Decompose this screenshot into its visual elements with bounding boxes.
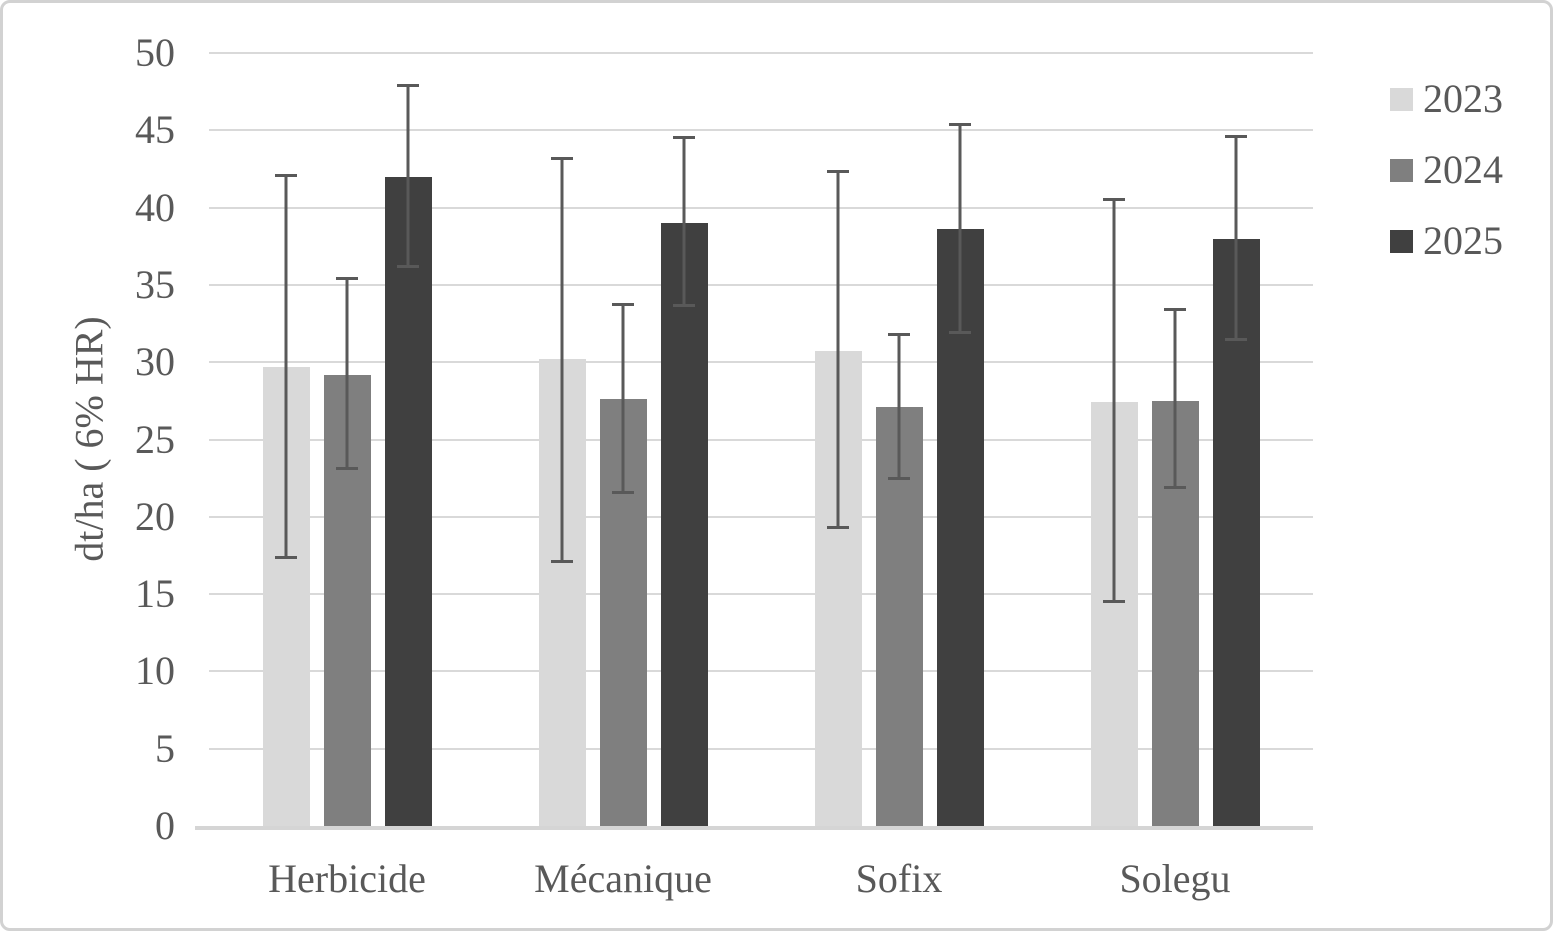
- error-bar-2024-herbicide: [336, 277, 358, 471]
- error-bar-cap-top: [949, 122, 971, 126]
- legend-swatch-2025: [1390, 229, 1413, 253]
- y-tick-label-10: 10: [135, 648, 175, 694]
- y-tick-label-20: 20: [135, 493, 175, 539]
- legend-item-2025: 2025: [1390, 218, 1503, 264]
- error-bar-cap-bottom: [1225, 337, 1247, 341]
- error-bar-2023-herbicide: [275, 173, 297, 559]
- legend-item-2024: 2024: [1390, 147, 1503, 193]
- gridline-30: [209, 361, 1313, 364]
- x-category-label-solegu: Solegu: [1119, 856, 1231, 901]
- error-bar-line: [284, 173, 288, 559]
- error-bar-line: [406, 83, 410, 268]
- legend-label-2023: 2023: [1423, 76, 1503, 121]
- error-bar-cap-top: [275, 173, 297, 177]
- error-bar-2024-solegu: [1164, 308, 1186, 489]
- gridline-50: [209, 52, 1313, 54]
- gridline-40: [209, 206, 1313, 209]
- error-bar-line: [1173, 308, 1177, 489]
- error-bar-2023-solegu: [1103, 198, 1125, 604]
- gridline-20: [209, 515, 1313, 518]
- legend-swatch-2023: [1390, 87, 1413, 111]
- gridline-10: [209, 670, 1313, 673]
- y-tick-label-40: 40: [135, 184, 175, 230]
- legend-item-2023: 2023: [1390, 76, 1503, 122]
- y-axis-tick-labels: 0 5 10 15 20 25 30 35 40 45 50: [3, 3, 1550, 928]
- y-tick-label-0: 0: [155, 803, 175, 848]
- error-bar-cap-top: [888, 332, 910, 336]
- error-bar-cap-bottom: [888, 476, 910, 480]
- error-bar-2024-sofix: [888, 332, 910, 480]
- y-tick-label-5: 5: [155, 725, 175, 771]
- error-bar-2025-herbicide: [397, 83, 419, 268]
- bar-2025-herbicide: [384, 176, 432, 826]
- y-tick-label-45: 45: [135, 107, 175, 153]
- error-bar-cap-bottom: [949, 331, 971, 335]
- error-bar-cap-bottom: [397, 264, 419, 268]
- legend: 2023 2024 2025: [3, 3, 1550, 928]
- gridline-25: [209, 438, 1313, 441]
- error-bar-2025-sofix: [949, 122, 971, 335]
- gridline-5: [209, 747, 1313, 750]
- error-bar-line: [345, 277, 349, 471]
- error-bar-cap-bottom: [827, 526, 849, 530]
- y-tick-label-25: 25: [135, 416, 175, 462]
- error-bar-line: [621, 303, 625, 494]
- error-bar-2025-mecanique: [673, 136, 695, 307]
- error-bar-line: [1234, 134, 1238, 341]
- error-bar-cap-top: [673, 136, 695, 140]
- error-bar-line: [958, 122, 962, 335]
- error-bar-cap-top: [827, 170, 849, 174]
- error-bar-cap-bottom: [551, 560, 573, 564]
- legend-label-2024: 2024: [1423, 147, 1503, 192]
- error-bar-cap-top: [612, 303, 634, 307]
- error-bar-2025-solegu: [1225, 134, 1247, 341]
- bar-2025-mecanique: [660, 223, 708, 826]
- error-bar-cap-top: [1103, 198, 1125, 202]
- x-axis-category-labels: Herbicide Mécanique Sofix Solegu: [3, 3, 1550, 928]
- y-tick-label-35: 35: [135, 261, 175, 307]
- y-tick-label-15: 15: [135, 571, 175, 617]
- error-bar-cap-top: [1225, 134, 1247, 138]
- gridline-35: [209, 283, 1313, 286]
- gridline-45: [209, 129, 1313, 132]
- legend-label-2025: 2025: [1423, 218, 1503, 263]
- plot-area: [195, 52, 1313, 830]
- legend-swatch-2024: [1390, 158, 1413, 182]
- y-tick-label-50: 50: [135, 30, 175, 75]
- x-category-label-sofix: Sofix: [855, 856, 943, 901]
- error-bar-cap-top: [397, 83, 419, 87]
- error-bar-cap-top: [336, 277, 358, 281]
- error-bar-cap-bottom: [612, 490, 634, 494]
- error-bar-cap-bottom: [336, 467, 358, 471]
- error-bar-line: [560, 156, 564, 564]
- error-bar-line: [1112, 198, 1116, 604]
- error-bar-cap-top: [551, 156, 573, 160]
- gridline-15: [209, 593, 1313, 596]
- x-category-label-herbicide: Herbicide: [268, 856, 426, 901]
- error-bar-cap-top: [1164, 308, 1186, 312]
- error-bar-cap-bottom: [1103, 600, 1125, 604]
- y-tick-label-30: 30: [135, 339, 175, 385]
- x-axis-line: [195, 826, 1313, 830]
- error-bar-2024-mecanique: [612, 303, 634, 494]
- error-bar-line: [836, 170, 840, 530]
- error-bar-line: [682, 136, 686, 307]
- x-category-label-mecanique: Mécanique: [534, 856, 712, 901]
- error-bar-2023-sofix: [827, 170, 849, 530]
- error-bar-line: [897, 332, 901, 480]
- error-bar-cap-bottom: [673, 303, 695, 307]
- error-bar-cap-bottom: [275, 555, 297, 559]
- error-bar-cap-bottom: [1164, 485, 1186, 489]
- error-bar-2023-mecanique: [551, 156, 573, 564]
